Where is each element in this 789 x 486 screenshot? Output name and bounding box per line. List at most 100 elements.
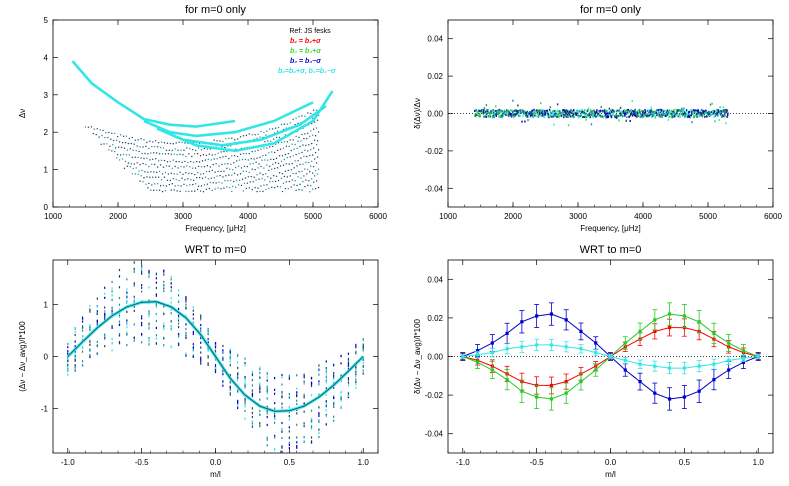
scatter-point bbox=[595, 111, 598, 114]
scatter-point bbox=[248, 133, 250, 135]
scatter-point bbox=[681, 107, 683, 110]
scatter-point bbox=[251, 384, 254, 387]
scatter-point bbox=[222, 156, 224, 158]
scatter-point bbox=[125, 135, 128, 137]
scatter-point bbox=[501, 116, 503, 119]
scatter-point bbox=[200, 329, 202, 333]
scatter-point bbox=[654, 115, 657, 118]
scatter-point bbox=[508, 115, 510, 118]
scatter-point bbox=[529, 111, 531, 114]
scatter-point bbox=[239, 153, 242, 156]
scatter-point bbox=[609, 114, 611, 117]
scatter-point bbox=[318, 393, 320, 396]
scatter-point bbox=[96, 297, 98, 300]
scatter-point bbox=[133, 323, 135, 326]
scatter-point bbox=[620, 112, 622, 115]
scatter-point bbox=[515, 108, 517, 111]
data-point bbox=[638, 379, 642, 384]
scatter-point bbox=[699, 111, 702, 114]
scatter-point bbox=[676, 114, 678, 117]
scatter-point bbox=[193, 161, 195, 164]
data-point bbox=[682, 366, 686, 370]
scatter-point bbox=[556, 109, 559, 112]
scatter-point bbox=[206, 183, 209, 185]
scatter-point bbox=[598, 114, 600, 117]
scatter-point bbox=[269, 146, 271, 148]
scatter-point bbox=[703, 111, 705, 114]
data-point bbox=[756, 354, 760, 359]
scatter-point bbox=[534, 114, 536, 117]
scatter-point bbox=[662, 112, 664, 115]
scatter-point bbox=[214, 344, 217, 347]
scatter-point bbox=[205, 188, 208, 191]
scatter-point bbox=[302, 163, 304, 165]
scatter-point bbox=[691, 111, 693, 114]
scatter-point bbox=[192, 317, 194, 320]
scatter-point bbox=[219, 174, 221, 177]
scatter-point bbox=[67, 346, 69, 349]
scatter-point bbox=[92, 132, 95, 135]
scatter-point bbox=[126, 319, 128, 322]
scatter-point bbox=[225, 175, 227, 177]
scatter-point bbox=[229, 387, 231, 390]
x-tick-label: 6000 bbox=[369, 212, 387, 221]
scatter-point bbox=[163, 284, 165, 287]
scatter-point bbox=[67, 369, 69, 372]
scatter-point bbox=[248, 152, 250, 155]
scatter-point bbox=[259, 390, 261, 394]
scatter-point bbox=[298, 188, 300, 191]
scatter-point bbox=[325, 393, 327, 397]
scatter-point bbox=[637, 112, 639, 115]
scatter-point bbox=[716, 108, 719, 111]
data-layer bbox=[71, 60, 334, 193]
scatter-point bbox=[657, 109, 659, 112]
scatter-point bbox=[185, 336, 187, 340]
scatter-point bbox=[347, 360, 350, 363]
scatter-point bbox=[544, 112, 547, 115]
scatter-point bbox=[623, 112, 626, 115]
y-tick-label: -0.04 bbox=[425, 430, 444, 439]
scatter-point bbox=[229, 391, 231, 395]
scatter-point bbox=[479, 110, 481, 113]
scatter-point bbox=[477, 114, 480, 117]
scatter-point bbox=[74, 330, 76, 333]
scatter-point bbox=[569, 114, 571, 117]
scatter-point bbox=[485, 115, 487, 118]
data-point bbox=[741, 360, 746, 364]
scatter-point bbox=[501, 109, 503, 112]
scatter-point bbox=[629, 114, 632, 117]
scatter-point bbox=[257, 149, 259, 151]
scatter-point bbox=[87, 126, 90, 128]
scatter-point bbox=[325, 370, 327, 373]
scatter-point bbox=[686, 116, 689, 119]
scatter-point bbox=[596, 111, 599, 114]
scatter-point bbox=[308, 179, 310, 182]
scatter-point bbox=[186, 147, 188, 149]
scatter-point bbox=[264, 140, 266, 143]
scatter-point bbox=[691, 121, 693, 124]
scatter-point bbox=[212, 163, 214, 166]
scatter-point bbox=[177, 316, 180, 320]
scatter-point bbox=[147, 187, 149, 189]
scatter-point bbox=[179, 171, 181, 173]
scatter-point bbox=[170, 282, 172, 285]
scatter-point bbox=[298, 115, 300, 118]
scatter-point bbox=[238, 159, 241, 161]
scatter-point bbox=[265, 134, 267, 136]
scatter-point bbox=[586, 113, 589, 116]
data-point bbox=[594, 368, 598, 372]
scatter-point bbox=[157, 176, 160, 178]
scatter-point bbox=[682, 109, 684, 112]
scatter-point bbox=[221, 163, 223, 166]
scatter-point bbox=[303, 435, 305, 439]
scatter-point bbox=[126, 288, 128, 291]
data-point bbox=[564, 318, 568, 322]
scatter-point bbox=[163, 328, 165, 331]
scatter-point bbox=[129, 166, 132, 168]
scatter-point bbox=[333, 364, 335, 367]
scatter-point bbox=[667, 118, 670, 121]
scatter-point bbox=[603, 111, 605, 114]
scatter-point bbox=[522, 109, 524, 112]
y-tick-label: -1 bbox=[41, 405, 49, 414]
scatter-point bbox=[619, 112, 621, 115]
